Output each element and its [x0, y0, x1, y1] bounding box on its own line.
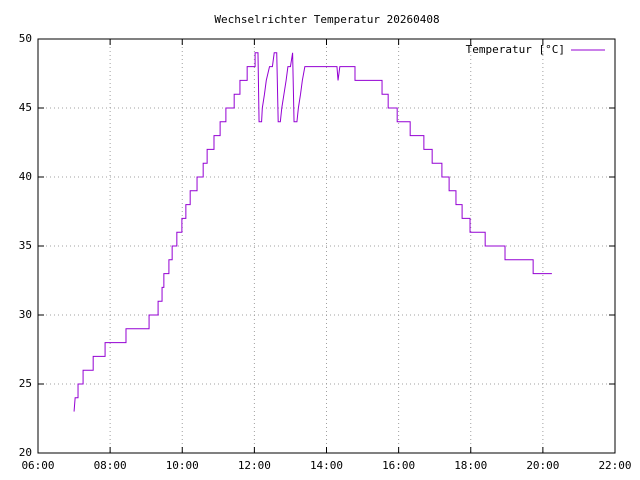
y-tick-label: 35: [19, 239, 32, 252]
x-tick-label: 10:00: [166, 459, 199, 472]
y-tick-label: 30: [19, 308, 32, 321]
y-tick-label: 20: [19, 446, 32, 459]
x-tick-label: 06:00: [21, 459, 54, 472]
y-tick-label: 25: [19, 377, 32, 390]
x-tick-label: 18:00: [454, 459, 487, 472]
plot-border: [37, 38, 616, 454]
x-tick-label: 22:00: [598, 459, 631, 472]
y-tick-label: 50: [19, 32, 32, 45]
y-tick-label: 40: [19, 170, 32, 183]
x-tick-label: 14:00: [310, 459, 343, 472]
x-tick-label: 20:00: [526, 459, 559, 472]
x-tick-label: 08:00: [94, 459, 127, 472]
y-tick-label: 45: [19, 101, 32, 114]
x-tick-label: 16:00: [382, 459, 415, 472]
data-line: [73, 52, 552, 412]
x-tick-label: 12:00: [238, 459, 271, 472]
legend-label: Temperatur [°C]: [466, 43, 565, 56]
chart-title: Wechselrichter Temperatur 20260408: [214, 13, 439, 26]
